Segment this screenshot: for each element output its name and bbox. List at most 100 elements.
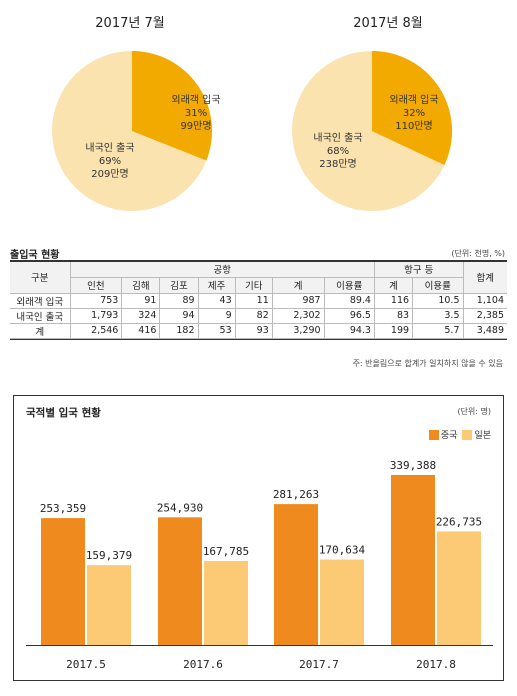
table-cell: 3,290 — [271, 322, 325, 339]
table-cell: 93 — [234, 322, 273, 339]
legend-item-japan: 일본 — [462, 428, 491, 441]
x-tick-label: 2017.6 — [183, 658, 223, 671]
legend-label: 일본 — [474, 431, 491, 441]
bar-data-label: 226,735 — [436, 515, 482, 528]
table-subheader-row: 인천 김해 김포 제주 기타 계 이용률 계 이용률 — [10, 276, 507, 294]
slice-count: 238만명 — [319, 159, 357, 170]
pie-label-domestic: 내국인 출국 69% 209만명 — [70, 142, 150, 181]
table-row: 내국인 출국 1,793 324 94 9 82 2,302 96.5 83 3… — [10, 307, 507, 324]
pie-label-foreign: 외래객 입국 31% 99만명 — [156, 94, 236, 133]
table-cell: 89 — [159, 292, 199, 309]
slice-name: 외래객 입국 — [171, 95, 221, 106]
pie-svg — [52, 51, 212, 211]
data-table: 구분 공항 항구 등 합계 인천 김해 김포 제주 기타 계 이용률 계 이용률… — [10, 262, 507, 339]
row-label: 외래객 입국 — [10, 292, 71, 309]
table-cell: 2,385 — [462, 307, 507, 324]
slice-count: 110만명 — [395, 121, 433, 132]
header-col: 김해 — [121, 276, 161, 294]
table-cell: 11 — [234, 292, 273, 309]
table-cell: 82 — [234, 307, 273, 324]
table-cell: 116 — [373, 292, 414, 309]
table-cell: 416 — [121, 322, 161, 339]
slice-percent: 68% — [326, 146, 350, 157]
bar-japan — [204, 560, 248, 645]
bar-japan — [320, 559, 364, 645]
x-tick-label: 2017.7 — [299, 658, 339, 671]
table-note: 주: 반올림으로 합계가 일치하지 않을 수 있음 — [352, 359, 503, 368]
bar-data-label: 254,930 — [157, 501, 203, 514]
slice-name: 내국인 출국 — [313, 133, 363, 144]
bar-chart-panel: 국적별 입국 현황 (단위: 명) 중국 일본 253,359 159,379 20… — [13, 395, 504, 681]
pie-label-foreign: 외래객 입국 32% 110만명 — [374, 94, 454, 133]
table-cell: 753 — [69, 292, 123, 309]
bar-china — [158, 517, 202, 645]
x-tick-label: 2017.5 — [66, 658, 106, 671]
table-cell: 3,489 — [462, 322, 507, 339]
table-cell: 5.7 — [412, 322, 464, 339]
table-cell: 10.5 — [412, 292, 464, 309]
legend-item-china: 중국 — [428, 428, 458, 441]
bar-china — [391, 475, 435, 645]
immigration-table: 구분 공항 항구 등 합계 인천 김해 김포 제주 기타 계 이용률 계 이용률… — [10, 260, 507, 340]
table-cell: 83 — [373, 307, 414, 324]
bar-japan — [87, 565, 131, 645]
slice-count: 209만명 — [91, 169, 129, 180]
bar-data-label: 253,359 — [40, 502, 86, 515]
pie-chart-july: 2017년 7월 외래객 입국 31% 99만명 내국인 출국 69% 209만… — [10, 12, 250, 227]
bar-data-label: 339,388 — [390, 459, 436, 472]
bar-data-label: 167,785 — [203, 545, 249, 558]
header-total: 합계 — [462, 262, 507, 294]
header-col: 기타 — [234, 276, 273, 294]
header-col: 이용률 — [412, 276, 463, 294]
pie-chart-august: 2017년 8월 외래객 입국 32% 110만명 내국인 출국 68% 238… — [268, 12, 508, 227]
table-unit: (단위: 천명, %) — [451, 249, 505, 258]
table-cell: 96.5 — [323, 307, 375, 324]
pie-title: 2017년 8월 — [353, 16, 423, 31]
table-cell: 89.4 — [323, 292, 375, 309]
table-row: 계 2,546 416 182 53 93 3,290 94.3 199 5.7… — [10, 322, 507, 339]
bar-chart-unit: (단위: 명) — [457, 407, 491, 416]
table-cell: 1,104 — [462, 292, 507, 309]
table-cell: 2,546 — [69, 322, 123, 339]
table-cell: 53 — [197, 322, 236, 339]
table-cell: 2,302 — [271, 307, 325, 324]
bar-japan — [437, 531, 481, 645]
pie-svg — [292, 51, 453, 211]
legend-label: 중국 — [440, 431, 458, 441]
slice-name: 내국인 출국 — [85, 143, 135, 154]
header-group-port: 항구 등 — [373, 262, 464, 278]
table-cell: 43 — [197, 292, 236, 309]
slice-percent: 69% — [98, 156, 122, 167]
slice-count: 99만명 — [180, 121, 212, 132]
table-cell: 199 — [373, 322, 414, 339]
bar-chart-title: 국적별 입국 현황 — [26, 407, 101, 419]
header-col: 계 — [271, 276, 325, 294]
table-row: 외래객 입국 753 91 89 43 11 987 89.4 116 10.5… — [10, 292, 507, 309]
header-group-airport: 공항 — [69, 262, 375, 278]
table-cell: 91 — [121, 292, 161, 309]
header-col: 인천 — [70, 276, 123, 294]
table-cell: 9 — [197, 307, 236, 324]
table-cell: 324 — [121, 307, 161, 324]
bar-chart-svg: 253,359 159,379 2017.5 254,930 167,785 2017.6… — [26, 459, 493, 671]
row-label: 계 — [10, 322, 71, 339]
header-category: 구분 — [10, 262, 71, 294]
slice-percent: 31% — [184, 108, 208, 119]
table-cell: 94.3 — [323, 322, 375, 339]
header-col: 제주 — [197, 276, 236, 294]
table-cell: 182 — [159, 322, 199, 339]
legend-swatch-japan — [462, 429, 473, 440]
table-cell: 3.5 — [412, 307, 464, 324]
table-cell: 1,793 — [69, 307, 123, 324]
chart-legend: 중국 일본 — [424, 428, 491, 441]
pie-slice-foreign-inbound — [372, 51, 453, 166]
bar-data-label: 170,634 — [319, 544, 366, 557]
row-label: 내국인 출국 — [10, 307, 71, 324]
header-col: 김포 — [159, 276, 199, 294]
table-cell: 987 — [271, 292, 325, 309]
header-col: 계 — [373, 276, 414, 294]
bar-china — [274, 504, 318, 645]
pie-slice-foreign-inbound — [132, 51, 212, 161]
bar-data-label: 159,379 — [86, 549, 132, 562]
slice-name: 외래객 입국 — [389, 95, 439, 106]
